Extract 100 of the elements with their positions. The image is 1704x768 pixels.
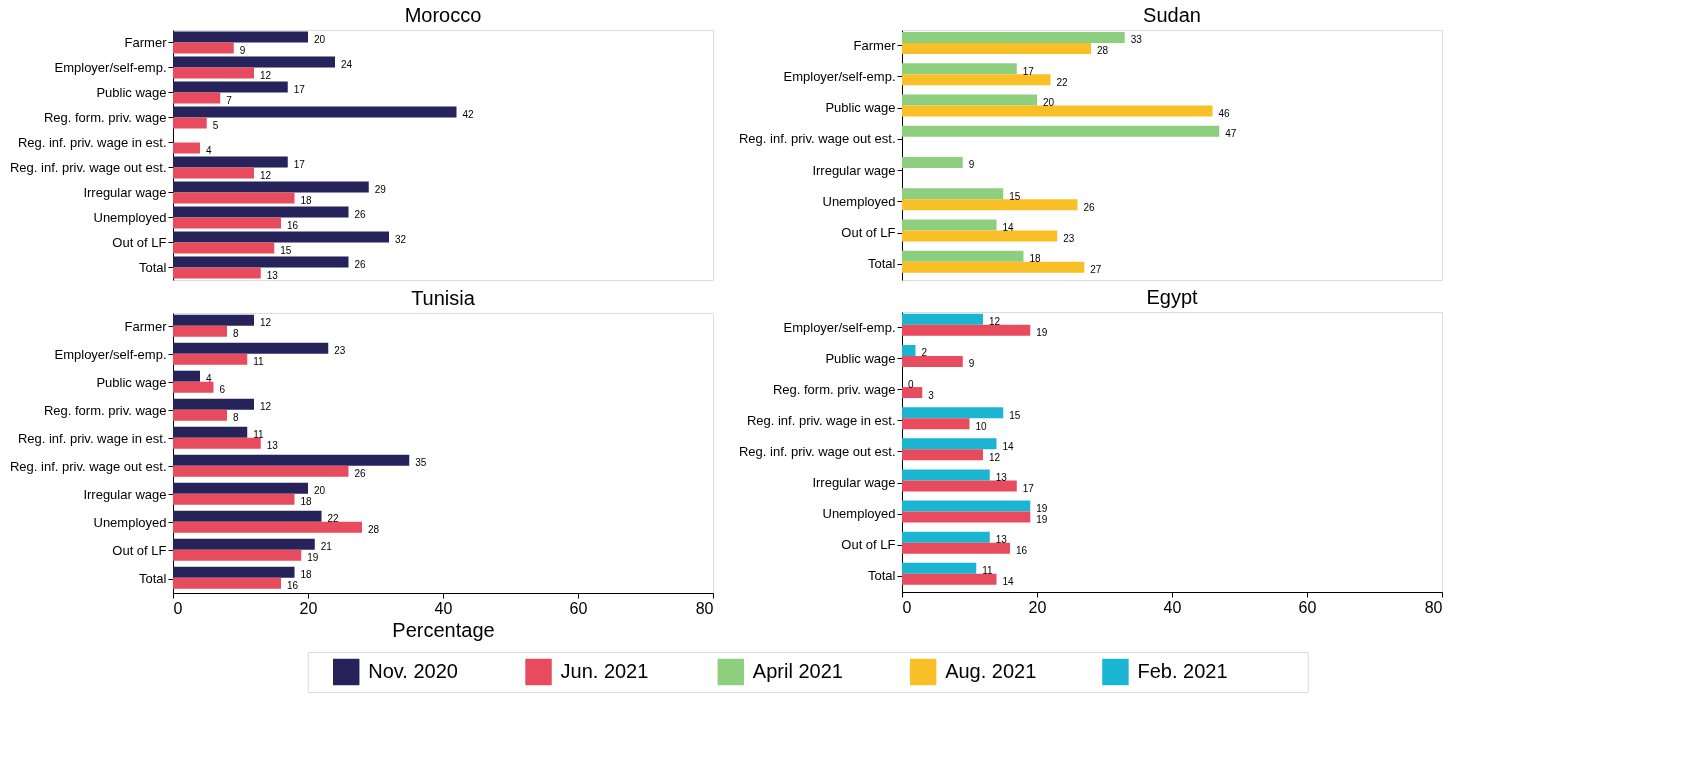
y-tick-label: Reg. inf. priv. wage in est. <box>746 412 896 428</box>
y-tick-label: Public wage <box>825 350 896 366</box>
data-label: 24 <box>341 59 353 70</box>
bar <box>173 67 254 79</box>
data-label: 26 <box>354 209 367 220</box>
y-tick-label: Unemployed <box>822 506 896 522</box>
data-label: 13 <box>995 471 1008 483</box>
data-label: 13 <box>266 440 279 452</box>
bar <box>902 74 1051 86</box>
x-axis-title: Percentage <box>392 618 495 641</box>
data-label: 22 <box>1056 76 1069 88</box>
data-label: 47 <box>1225 128 1237 140</box>
bar <box>902 105 1213 117</box>
x-tick-label: 20 <box>299 599 318 617</box>
data-label: 16 <box>287 580 299 592</box>
data-label: 11 <box>253 429 265 441</box>
data-label: 12 <box>260 401 272 413</box>
legend-label: Jun. 2021 <box>560 660 649 682</box>
bar <box>173 92 221 104</box>
bar <box>173 206 349 218</box>
chart-title: Morocco <box>404 4 482 26</box>
y-tick-label: Reg. inf. priv. wage out est. <box>738 131 896 147</box>
data-label: 3 <box>928 389 935 401</box>
bar <box>173 31 308 43</box>
bar <box>173 156 288 168</box>
bar <box>902 42 1091 54</box>
data-label: 18 <box>1029 253 1042 265</box>
legend-label: Feb. 2021 <box>1137 660 1228 682</box>
y-tick-label: Total <box>868 256 896 272</box>
y-tick-label: Total <box>139 259 167 275</box>
data-label: 11 <box>253 356 265 368</box>
data-label: 10 <box>975 420 988 432</box>
y-tick-label: Public wage <box>96 84 167 100</box>
y-tick-label: Reg. form. priv. wage <box>772 381 896 397</box>
data-label: 19 <box>1036 514 1048 526</box>
data-label: 4 <box>206 373 212 385</box>
bar <box>902 94 1037 106</box>
bar <box>173 106 457 118</box>
y-tick-label: Public wage <box>825 100 896 116</box>
data-label: 19 <box>307 552 319 564</box>
y-tick-label: Irregular wage <box>812 475 896 491</box>
bar <box>173 256 349 268</box>
data-label: 19 <box>1036 503 1048 515</box>
data-label: 42 <box>462 109 475 120</box>
data-label: 20 <box>1043 96 1055 108</box>
legend-label: April 2021 <box>752 660 843 682</box>
bar <box>173 142 200 154</box>
data-label: 22 <box>327 513 340 525</box>
data-label: 17 <box>293 84 306 95</box>
chart-title: Tunisia <box>411 287 476 309</box>
x-tick-label: 60 <box>1298 598 1317 616</box>
x-tick-label: 80 <box>1424 598 1443 616</box>
y-tick-label: Irregular wage <box>83 184 167 200</box>
data-label: 16 <box>1016 545 1028 557</box>
bar <box>173 231 389 243</box>
y-tick-label: Reg. inf. priv. wage out est. <box>9 159 167 175</box>
data-label: 35 <box>415 457 427 469</box>
bar <box>173 267 261 279</box>
data-label: 19 <box>1036 327 1048 339</box>
x-tick-label: 20 <box>1028 598 1047 616</box>
data-label: 8 <box>233 328 239 340</box>
x-tick-label: 60 <box>569 599 588 617</box>
y-tick-label: Unemployed <box>822 193 896 209</box>
data-label: 14 <box>1002 440 1015 452</box>
data-label: 20 <box>314 485 326 497</box>
y-tick-label: Employer/self-emp. <box>783 68 896 84</box>
bar <box>173 217 281 229</box>
y-tick-label: Reg. form. priv. wage <box>43 403 167 418</box>
data-label: 21 <box>320 541 333 553</box>
data-label: 7 <box>226 95 233 106</box>
data-label: 14 <box>1002 576 1015 588</box>
data-label: 4 <box>206 145 212 156</box>
data-label: 0 <box>908 378 914 390</box>
y-tick-label: Reg. inf. priv. wage out est. <box>738 444 896 459</box>
data-label: 29 <box>374 184 387 195</box>
bar <box>902 261 1085 273</box>
bar <box>173 56 335 68</box>
bar <box>902 230 1058 242</box>
data-label: 28 <box>368 524 380 536</box>
data-label: 13 <box>266 270 279 281</box>
y-tick-label: Total <box>139 571 167 586</box>
bar <box>902 250 1024 262</box>
bar <box>173 117 207 129</box>
bar <box>173 192 295 204</box>
data-label: 23 <box>1063 232 1075 244</box>
data-label: 20 <box>314 34 326 45</box>
chart-title: Egypt <box>1146 286 1199 308</box>
y-tick-label: Employer/self-emp. <box>783 319 896 335</box>
data-label: 5 <box>212 120 219 131</box>
data-label: 15 <box>1009 409 1021 421</box>
data-label: 18 <box>300 569 313 581</box>
data-label: 12 <box>260 70 272 81</box>
y-tick-label: Unemployed <box>93 515 167 530</box>
y-tick-label: Reg. inf. priv. wage in est. <box>17 134 167 150</box>
data-label: 32 <box>395 234 407 245</box>
data-label: 26 <box>354 468 367 480</box>
x-tick-label: 80 <box>695 599 714 617</box>
data-label: 2 <box>921 347 928 359</box>
y-tick-label: Reg. inf. priv. wage in est. <box>17 431 167 446</box>
y-tick-label: Reg. inf. priv. wage out est. <box>9 459 167 474</box>
